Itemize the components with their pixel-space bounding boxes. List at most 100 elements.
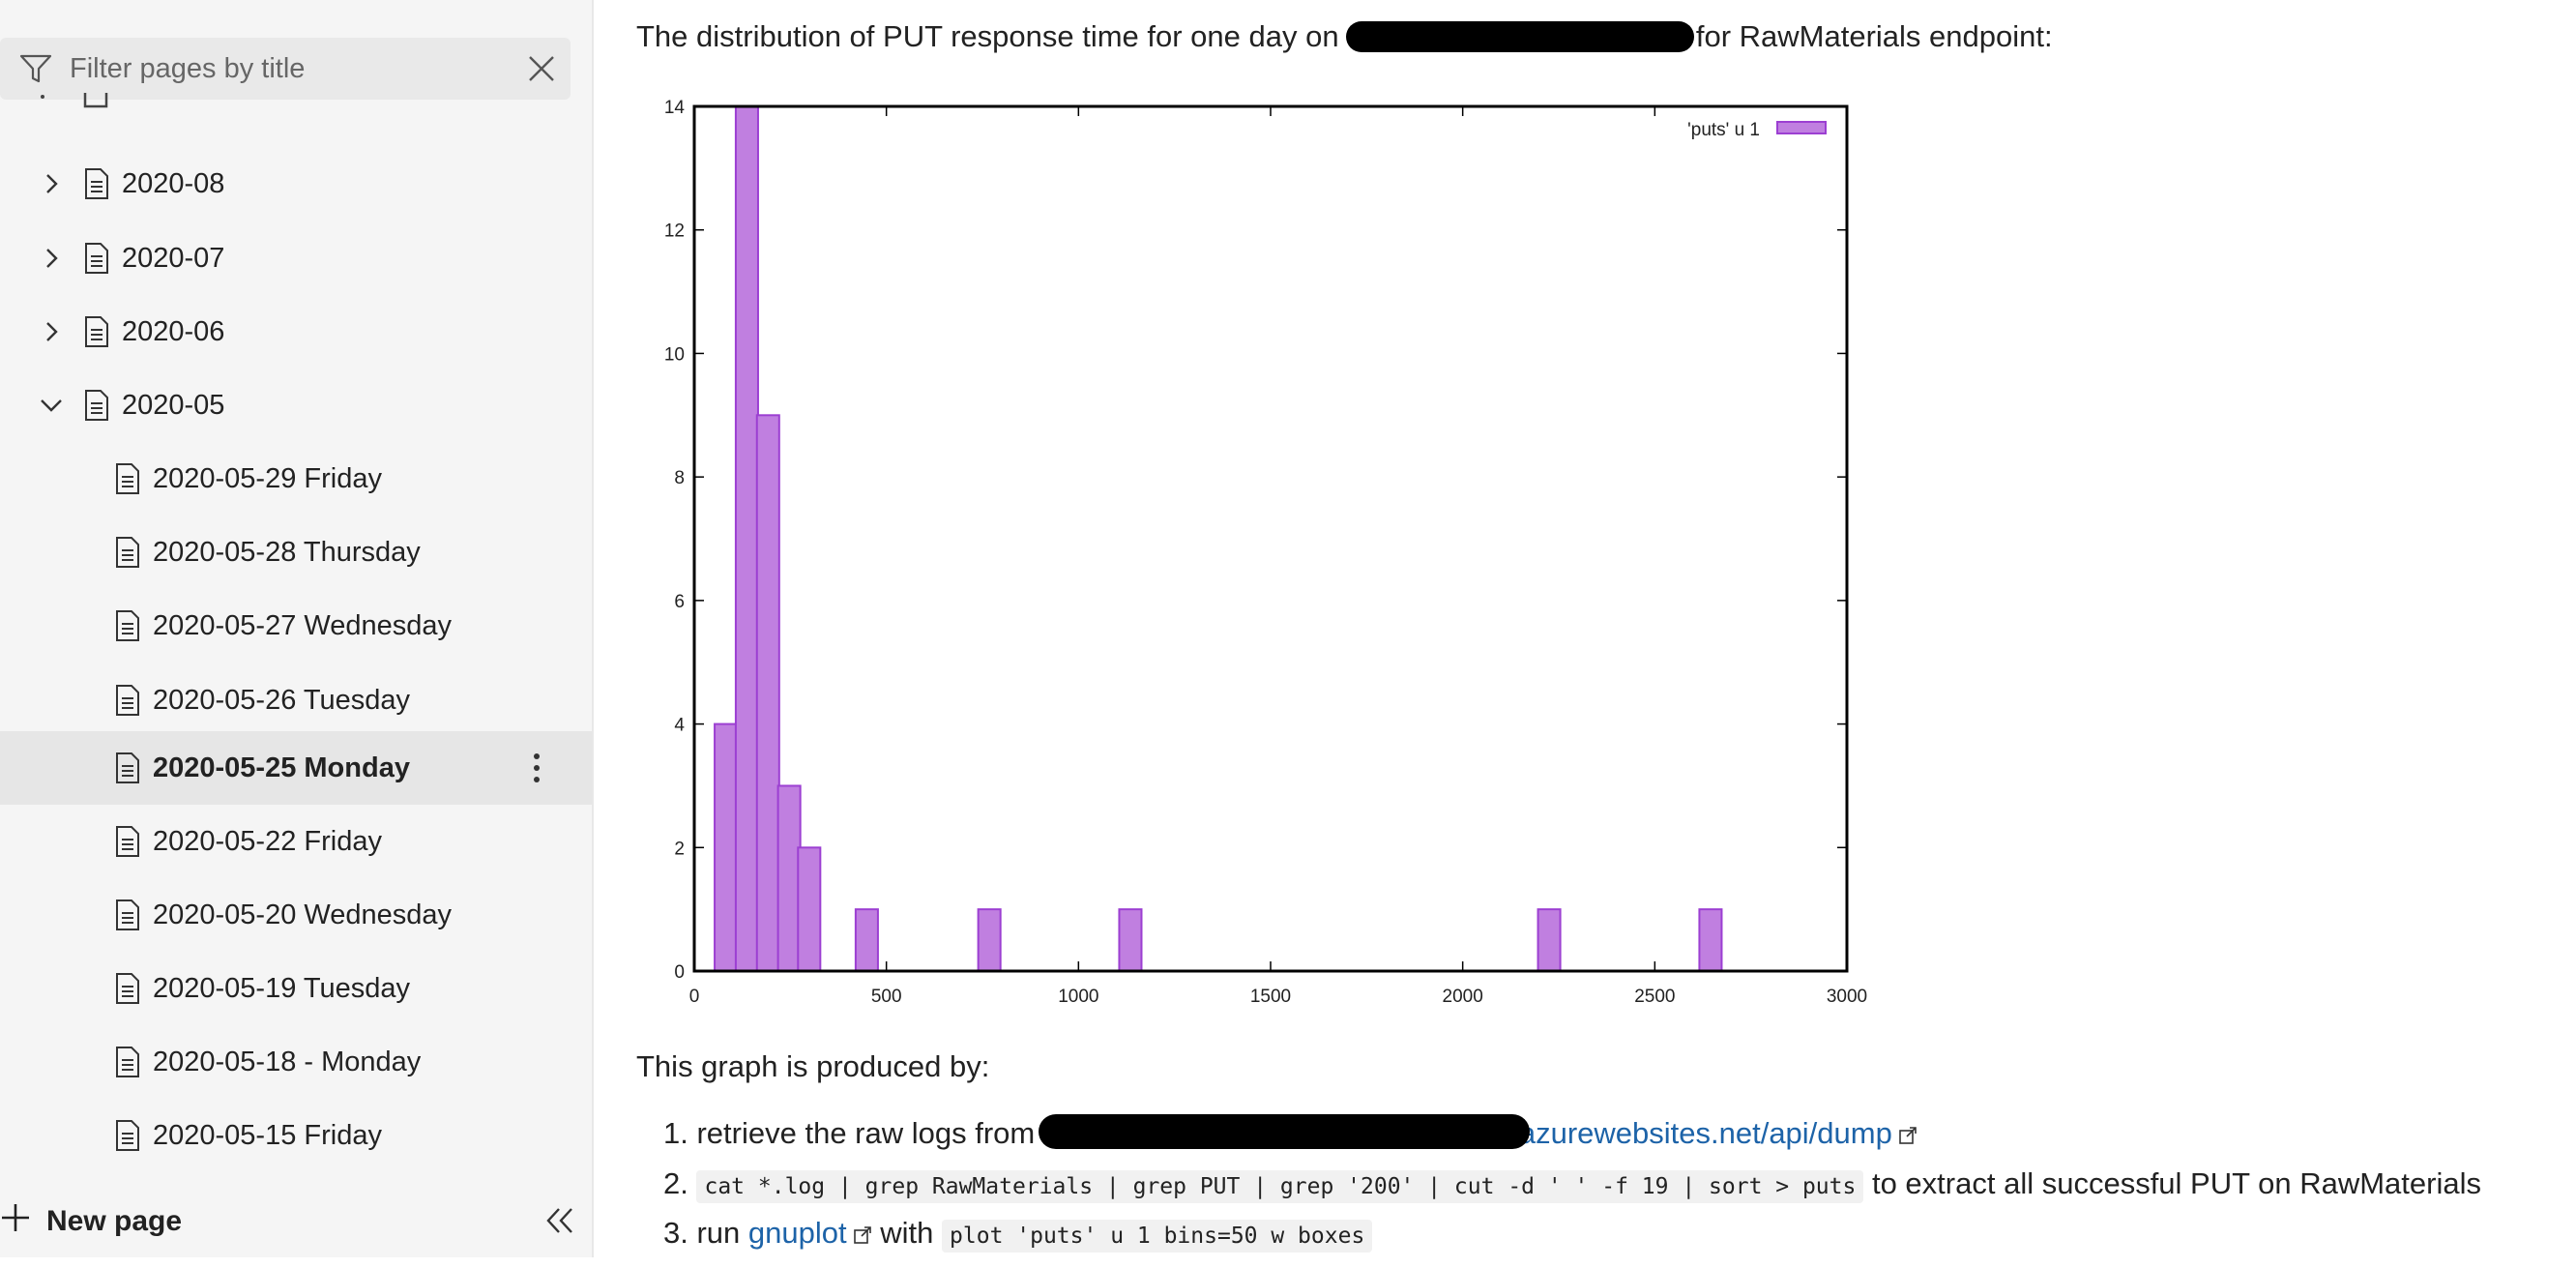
tree-item-label: 2020-05-29 Friday — [153, 463, 382, 494]
filter-placeholder: Filter pages by title — [70, 53, 306, 84]
list-text: run — [696, 1216, 741, 1250]
x-tick-label: 0 — [689, 987, 700, 1007]
tree-item-label: 2020-05-25 Monday — [153, 752, 410, 783]
tree-item-label: 2020-05 — [122, 390, 225, 421]
histogram-bar — [734, 105, 759, 972]
page-icon — [116, 610, 139, 641]
external-link-icon — [1899, 1127, 1917, 1144]
new-page-button[interactable]: New page — [0, 1175, 592, 1257]
list-item: 2. cat *.log | grep RawMaterials | grep … — [663, 1164, 2481, 1207]
tree-item-label: 2020-05-18 - Monday — [153, 1047, 422, 1077]
sidebar: Filter pages by title 2020-08 2020-07 20… — [0, 0, 594, 1257]
list-number: 2. — [663, 1166, 688, 1200]
intro-paragraph: The distribution of PUT response time fo… — [636, 17, 2053, 56]
histogram-bar — [714, 722, 739, 972]
gnuplot-link[interactable]: gnuplot — [747, 1216, 847, 1250]
page-content: The distribution of PUT response time fo… — [594, 0, 2576, 1257]
tree-item-2020-05-20[interactable]: 2020-05-20 Wednesday — [0, 878, 592, 952]
x-tick-label: 1500 — [1250, 987, 1291, 1007]
page-icon — [85, 168, 108, 199]
tree-item-2020-06[interactable]: 2020-06 — [0, 295, 592, 369]
x-tick-label: 1000 — [1058, 987, 1098, 1007]
histogram-bar — [1698, 908, 1723, 973]
x-tick-label: 2500 — [1634, 987, 1675, 1007]
y-tick-label: 10 — [664, 344, 685, 365]
list-number: 3. — [663, 1216, 688, 1250]
filter-icon — [19, 54, 52, 83]
chevron-right-icon[interactable] — [41, 247, 64, 270]
list-number: 1. — [663, 1116, 688, 1150]
tree-item-label: 2020-05-22 Friday — [153, 826, 382, 857]
histogram-chart: 0 500 1000 1500 2000 2500 3000 0 2 4 6 8 10 12 14 'puts… — [664, 98, 1867, 1007]
tree-item-2020-05-26[interactable]: 2020-05-26 Tuesday — [0, 663, 592, 737]
page-icon — [116, 752, 139, 783]
page-icon — [116, 463, 139, 494]
external-link-icon — [853, 1226, 871, 1244]
redaction-mark — [1039, 1114, 1530, 1149]
list-text: with — [880, 1216, 934, 1250]
chevron-right-icon[interactable] — [41, 320, 64, 343]
plot-frame — [692, 104, 1849, 973]
y-tick-label: 4 — [674, 716, 685, 736]
histogram-bar — [776, 784, 802, 973]
tree-item-2020-05-19[interactable]: 2020-05-19 Tuesday — [0, 952, 592, 1025]
histogram-bar — [755, 414, 780, 972]
tree-item-label: 2020-05-20 Wednesday — [153, 899, 453, 930]
tree-item-2020-07[interactable]: 2020-07 — [0, 221, 592, 295]
y-tick-label: 14 — [664, 98, 686, 118]
page-icon — [116, 1047, 139, 1077]
tree-item-2020-05-28[interactable]: 2020-05-28 Thursday — [0, 516, 592, 589]
page-icon — [116, 537, 139, 568]
tree-item-label: 2020-06 — [122, 316, 225, 347]
logs-link[interactable]: azurewebsites.net/api/dump — [1518, 1116, 1892, 1150]
y-tick-label: 0 — [674, 962, 685, 983]
chevron-right-icon[interactable] — [41, 172, 64, 195]
tree-item-label: 2020-05-26 Tuesday — [153, 685, 411, 716]
more-options-icon[interactable] — [530, 752, 543, 783]
filter-input[interactable]: Filter pages by title — [0, 38, 571, 100]
x-tick-label: 500 — [871, 987, 902, 1007]
tree-item-label: 2020-05-15 Friday — [153, 1120, 382, 1151]
tree-item-2020-08[interactable]: 2020-08 — [0, 147, 592, 221]
histogram-bar — [797, 846, 822, 972]
tree-item-label: 2020-05-19 Tuesday — [153, 973, 411, 1004]
code-snippet: cat *.log | grep RawMaterials | grep PUT… — [696, 1170, 1864, 1203]
histogram-bar — [977, 908, 1002, 973]
tree-item-2020-05-25[interactable]: 2020-05-25 Monday — [0, 731, 592, 805]
tree-item-2020-05-29[interactable]: 2020-05-29 Friday — [0, 442, 592, 516]
y-tick-label: 2 — [674, 839, 685, 859]
intro-text-end: for RawMaterials endpoint: — [1695, 19, 2053, 53]
page-icon — [116, 1120, 139, 1151]
list-text: retrieve the raw logs from — [696, 1116, 1036, 1150]
y-tick-label: 8 — [674, 468, 685, 488]
tree-item-2020-05-18[interactable]: 2020-05-18 - Monday — [0, 1025, 592, 1099]
plus-icon — [2, 1204, 29, 1231]
y-tick-label: 12 — [664, 221, 685, 242]
intro-text-start: The distribution of PUT response time fo… — [636, 19, 1339, 53]
new-page-label: New page — [46, 1205, 183, 1237]
redaction-mark — [1346, 21, 1694, 52]
tree-item-label: 2020-08 — [122, 168, 225, 199]
list-text: to extract all successful PUT on RawMate… — [1871, 1166, 2481, 1200]
histogram-bar — [854, 908, 879, 973]
tree-item-2020-05-22[interactable]: 2020-05-22 Friday — [0, 805, 592, 878]
x-tick-label: 2000 — [1443, 987, 1483, 1007]
page-icon — [116, 826, 139, 857]
tree-item-label: 2020-07 — [122, 243, 225, 274]
histogram-bar — [1537, 908, 1562, 973]
page-icon — [116, 973, 139, 1004]
legend-swatch — [1776, 121, 1827, 134]
code-snippet: plot 'puts' u 1 bins=50 w boxes — [942, 1220, 1373, 1253]
tree-item-2020-05-15[interactable]: 2020-05-15 Friday — [0, 1099, 592, 1172]
partial-tree-row-icon — [41, 93, 108, 108]
tree-item-2020-05[interactable]: 2020-05 — [0, 369, 592, 442]
list-item: 1. retrieve the raw logs from azurewebsi… — [663, 1114, 1917, 1153]
page-icon — [116, 899, 139, 930]
tree-item-2020-05-27[interactable]: 2020-05-27 Wednesday — [0, 589, 592, 663]
chevron-down-icon[interactable] — [39, 394, 64, 417]
page-icon — [85, 243, 108, 274]
clear-filter-icon[interactable] — [526, 53, 557, 84]
tree-item-label: 2020-05-28 Thursday — [153, 537, 421, 568]
collapse-sidebar-icon[interactable] — [545, 1206, 574, 1235]
page-icon — [85, 316, 108, 347]
